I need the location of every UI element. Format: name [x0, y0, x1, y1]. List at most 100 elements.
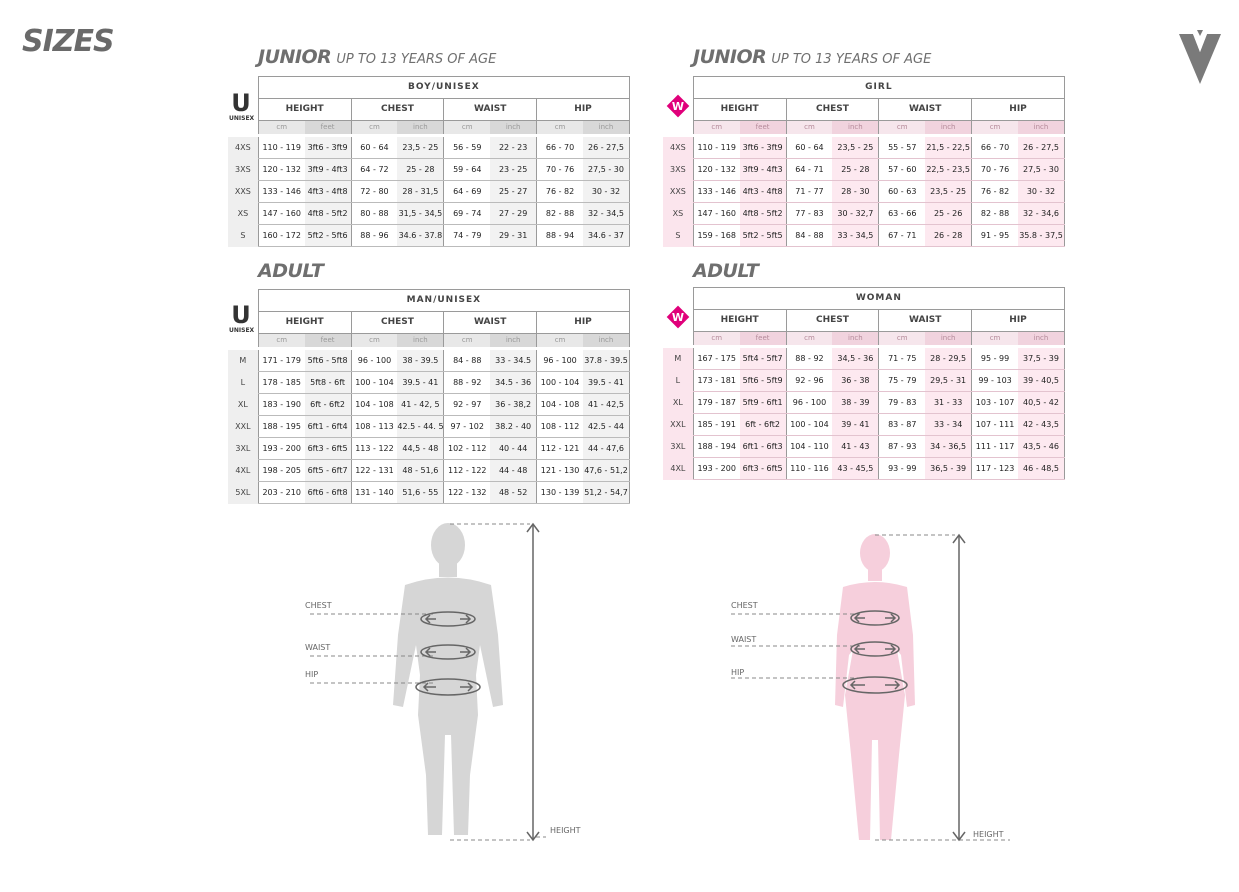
column-header-waist: WAIST [878, 98, 973, 121]
cell-hip-cm: 117 - 123 [971, 457, 1018, 480]
cell-height-ft: 5ft8 - 6ft [304, 371, 352, 394]
column-header-hip: HIP [536, 311, 630, 334]
cell-height-ft: 4ft3 - 4ft8 [304, 180, 352, 203]
size-label: 4XL [663, 457, 694, 480]
cell-waist-in: 48 - 52 [490, 481, 538, 504]
cell-waist-cm: 64 - 69 [443, 180, 491, 203]
table-row: 4XL 193 - 200 6ft3 - 6ft5 110 - 116 43 - 45,… [663, 457, 1065, 480]
cell-chest-cm: 71 - 77 [785, 180, 833, 203]
cell-waist-cm: 84 - 88 [443, 350, 491, 372]
cell-chest-in: 38 - 39 [832, 391, 880, 414]
cell-height-ft: 5ft4 - 5ft7 [739, 348, 787, 370]
unit-inch: inch [397, 333, 445, 347]
corner-cell [228, 121, 258, 135]
cell-chest-cm: 104 - 110 [785, 435, 833, 458]
table-row: XXS 133 - 146 4ft3 - 4ft8 71 - 77 28 - 30 60 … [663, 180, 1065, 203]
cell-height-ft: 5ft6 - 5ft9 [739, 369, 787, 392]
cell-height-ft: 3ft9 - 4ft3 [304, 158, 352, 181]
cell-height-ft: 3ft6 - 3ft9 [739, 137, 787, 159]
table-row: XS 147 - 160 4ft8 - 5ft2 80 - 88 31,5 - 34,5… [228, 202, 630, 225]
size-label: S [663, 224, 694, 247]
cell-waist-cm: 122 - 132 [443, 481, 491, 504]
cell-height-cm: 203 - 210 [257, 481, 305, 504]
cell-chest-in: 25 - 28 [397, 158, 445, 181]
unit-cm: cm [536, 333, 583, 347]
cell-height-ft: 6ft5 - 6ft7 [304, 459, 352, 482]
cell-height-cm: 179 - 187 [692, 391, 740, 414]
cell-height-ft: 6ft - 6ft2 [304, 393, 352, 416]
cell-height-cm: 120 - 132 [692, 158, 740, 181]
cell-chest-cm: 122 - 131 [350, 459, 398, 482]
corner-cell [228, 77, 258, 99]
cell-hip-cm: 96 - 100 [536, 350, 583, 372]
table-row: XXL 185 - 191 6ft - 6ft2 100 - 104 39 - 41 83… [663, 413, 1065, 436]
cell-waist-in: 36 - 38,2 [490, 393, 538, 416]
page-title: SIZES [22, 24, 115, 59]
cell-chest-in: 41 - 43 [832, 435, 880, 458]
cell-chest-in: 28 - 31,5 [397, 180, 445, 203]
size-label: XS [663, 202, 694, 225]
table-row: M 171 - 179 5ft6 - 5ft8 96 - 100 38 - 39.5 84… [228, 350, 630, 372]
table-row: 3XS 120 - 132 3ft9 - 4ft3 64 - 71 25 - 28 57 … [663, 158, 1065, 181]
unit-cm: cm [536, 120, 583, 134]
table-row: XL 183 - 190 6ft - 6ft2 104 - 108 41 - 42, 5… [228, 393, 630, 416]
cell-hip-in: 35.8 - 37,5 [1017, 224, 1065, 247]
adult-right-heading: ADULT [693, 260, 759, 282]
unisex-badge-letter: U [231, 89, 251, 117]
cell-chest-cm: 113 - 122 [350, 437, 398, 460]
cell-hip-in: 34.6 - 37 [582, 224, 630, 247]
unit-feet: feet [739, 331, 787, 345]
cell-waist-in: 26 - 28 [925, 224, 973, 247]
cell-hip-cm: 76 - 82 [971, 180, 1018, 203]
cell-hip-in: 27,5 - 30 [1017, 158, 1065, 181]
cell-waist-cm: 79 - 83 [878, 391, 926, 414]
table-row: 4XS 110 - 119 3ft6 - 3ft9 60 - 64 23,5 - 25 5… [663, 137, 1065, 159]
cell-waist-cm: 92 - 97 [443, 393, 491, 416]
cell-chest-in: 44,5 - 48 [397, 437, 445, 460]
cell-chest-in: 33 - 34,5 [832, 224, 880, 247]
women-badge-icon: W [666, 305, 690, 329]
cell-height-cm: 160 - 172 [257, 224, 305, 247]
cell-chest-in: 25 - 28 [832, 158, 880, 181]
cell-waist-in: 34.5 - 36 [490, 371, 538, 394]
women-badge-letter: W [672, 100, 684, 113]
column-header-chest: CHEST [785, 98, 880, 121]
cell-waist-in: 36,5 - 39 [925, 457, 973, 480]
cell-waist-in: 44 - 48 [490, 459, 538, 482]
cell-chest-cm: 64 - 72 [350, 158, 398, 181]
cell-height-ft: 6ft3 - 6ft5 [304, 437, 352, 460]
cell-hip-in: 47,6 - 51,2 [582, 459, 630, 482]
size-label: 3XS [663, 158, 694, 181]
cell-hip-cm: 112 - 121 [536, 437, 583, 460]
junior-left-heading-sub: UP TO 13 YEARS OF AGE [336, 52, 497, 67]
cell-height-cm: 173 - 181 [692, 369, 740, 392]
cell-hip-cm: 130 - 139 [536, 481, 583, 504]
cell-hip-cm: 103 - 107 [971, 391, 1018, 414]
cell-waist-cm: 97 - 102 [443, 415, 491, 438]
cell-height-ft: 3ft9 - 4ft3 [739, 158, 787, 181]
adult-right-heading-main: ADULT [693, 260, 759, 282]
cell-chest-in: 48 - 51,6 [397, 459, 445, 482]
adult-left-heading-main: ADULT [258, 260, 324, 282]
cell-height-cm: 178 - 185 [257, 371, 305, 394]
size-label: 4XS [663, 137, 694, 159]
junior-girl-size-table: GIRL HEIGHT CHEST WAIST HIP cm feet cm inch cm inc… [663, 76, 1066, 247]
cell-hip-in: 27,5 - 30 [582, 158, 630, 181]
corner-cell [663, 99, 693, 121]
cell-height-cm: 198 - 205 [257, 459, 305, 482]
cell-waist-cm: 59 - 64 [443, 158, 491, 181]
unit-cm: cm [692, 331, 740, 345]
cell-chest-in: 28 - 30 [832, 180, 880, 203]
table-group-header: BOY/UNISEX [257, 76, 631, 99]
cell-hip-cm: 66 - 70 [536, 137, 583, 159]
cell-waist-in: 29 - 31 [490, 224, 538, 247]
unit-inch: inch [582, 333, 630, 347]
table-group-header: MAN/UNISEX [257, 289, 631, 312]
corner-cell [228, 334, 258, 348]
unit-inch: inch [490, 333, 538, 347]
cell-chest-in: 34,5 - 36 [832, 348, 880, 370]
table-row: S 159 - 168 5ft2 - 5ft5 84 - 88 33 - 34,5 67 … [663, 224, 1065, 247]
column-header-height: HEIGHT [692, 98, 787, 121]
table-row: M 167 - 175 5ft4 - 5ft7 88 - 92 34,5 - 36 71 … [663, 348, 1065, 370]
column-header-waist: WAIST [878, 309, 973, 332]
